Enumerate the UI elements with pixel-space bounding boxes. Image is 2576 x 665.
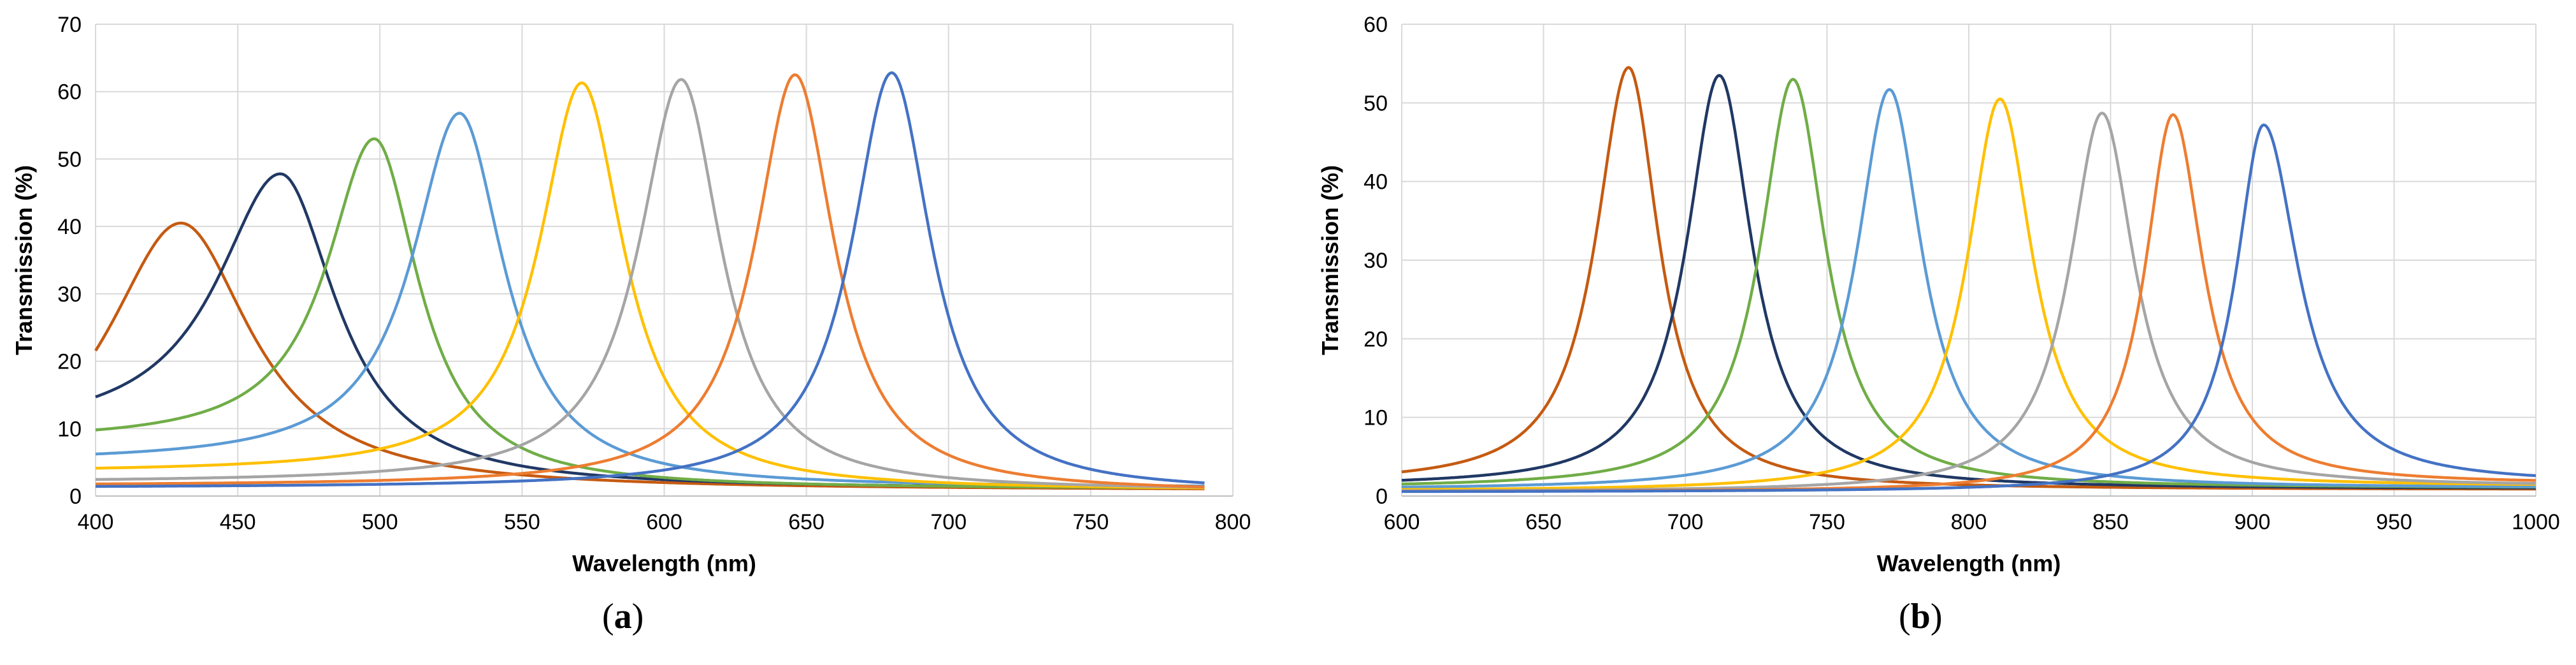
series-line-4 (1401, 88, 2536, 489)
y-tick-label: 30 (57, 282, 82, 307)
x-tick-label: 500 (362, 510, 398, 534)
y-tick-label: 0 (1376, 485, 1388, 509)
series-line-8 (95, 71, 1205, 488)
x-tick-label: 950 (2376, 510, 2412, 534)
y-tick-label: 20 (57, 350, 82, 374)
series-line-5 (1401, 97, 2536, 492)
x-tick-label: 750 (1809, 510, 1845, 534)
x-tick-label: 850 (2092, 510, 2129, 534)
series-line-1 (94, 221, 1205, 490)
y-axis-title: Transmission (%) (1317, 165, 1343, 355)
x-tick-label: 450 (220, 510, 256, 534)
x-tick-label: 700 (1667, 510, 1704, 534)
panel-label-a: (a) (602, 597, 644, 636)
y-axis-title: Transmission (%) (11, 165, 37, 355)
x-tick-label: 550 (504, 510, 540, 534)
x-axis-title: Wavelength (nm) (572, 550, 756, 576)
series-line-4 (95, 112, 1205, 488)
x-tick-label: 400 (78, 510, 114, 534)
y-tick-label: 70 (57, 13, 82, 37)
x-tick-label: 900 (2234, 510, 2271, 534)
series-line-6 (95, 78, 1205, 489)
x-tick-label: 750 (1073, 510, 1109, 534)
transmission-chart-a: 400 450 500 550 600 650 700 750 800 0 10 20 30 40 50 60… (11, 13, 1251, 576)
series-line-5 (95, 81, 1205, 490)
y-tick-label: 40 (57, 215, 82, 239)
y-tick-label: 40 (1364, 170, 1388, 194)
series-line-3 (95, 137, 1205, 490)
x-tick-label: 1000 (2512, 510, 2560, 534)
x-tick-label: 650 (788, 510, 824, 534)
y-tick-label: 60 (57, 80, 82, 105)
x-tick-label: 600 (1384, 510, 1420, 534)
y-tick-label: 10 (57, 417, 82, 441)
x-tick-label: 800 (1951, 510, 1987, 534)
chart-panel-a: 400 450 500 550 600 650 700 750 800 0 10 20 30 40 50 60… (11, 13, 1251, 636)
y-tick-label: 10 (1364, 406, 1388, 430)
y-tick-label: 60 (1364, 13, 1388, 37)
x-tick-label: 700 (930, 510, 967, 534)
y-tick-label: 0 (69, 485, 82, 509)
y-tick-label: 50 (1364, 91, 1388, 115)
panel-label-b: (b) (1899, 597, 1943, 636)
y-tick-label: 20 (1364, 327, 1388, 351)
y-tick-label: 50 (57, 147, 82, 172)
x-axis-title: Wavelength (nm) (1877, 550, 2061, 576)
series-line-7 (95, 73, 1205, 488)
chart-panel-b: 600 650 700 750 800 850 900 950 1000 0 10 20 30 40 50 6… (1313, 0, 2576, 665)
x-tick-label: 800 (1215, 510, 1251, 534)
series-line-2 (95, 172, 1205, 489)
x-tick-label: 650 (1525, 510, 1562, 534)
transmission-chart-b: 600 650 700 750 800 850 900 950 1000 0 10 20 30 40 50 6… (1317, 13, 2560, 576)
series-line-8 (1401, 123, 2536, 493)
y-tick-label: 30 (1364, 249, 1388, 273)
x-tick-label: 600 (646, 510, 682, 534)
